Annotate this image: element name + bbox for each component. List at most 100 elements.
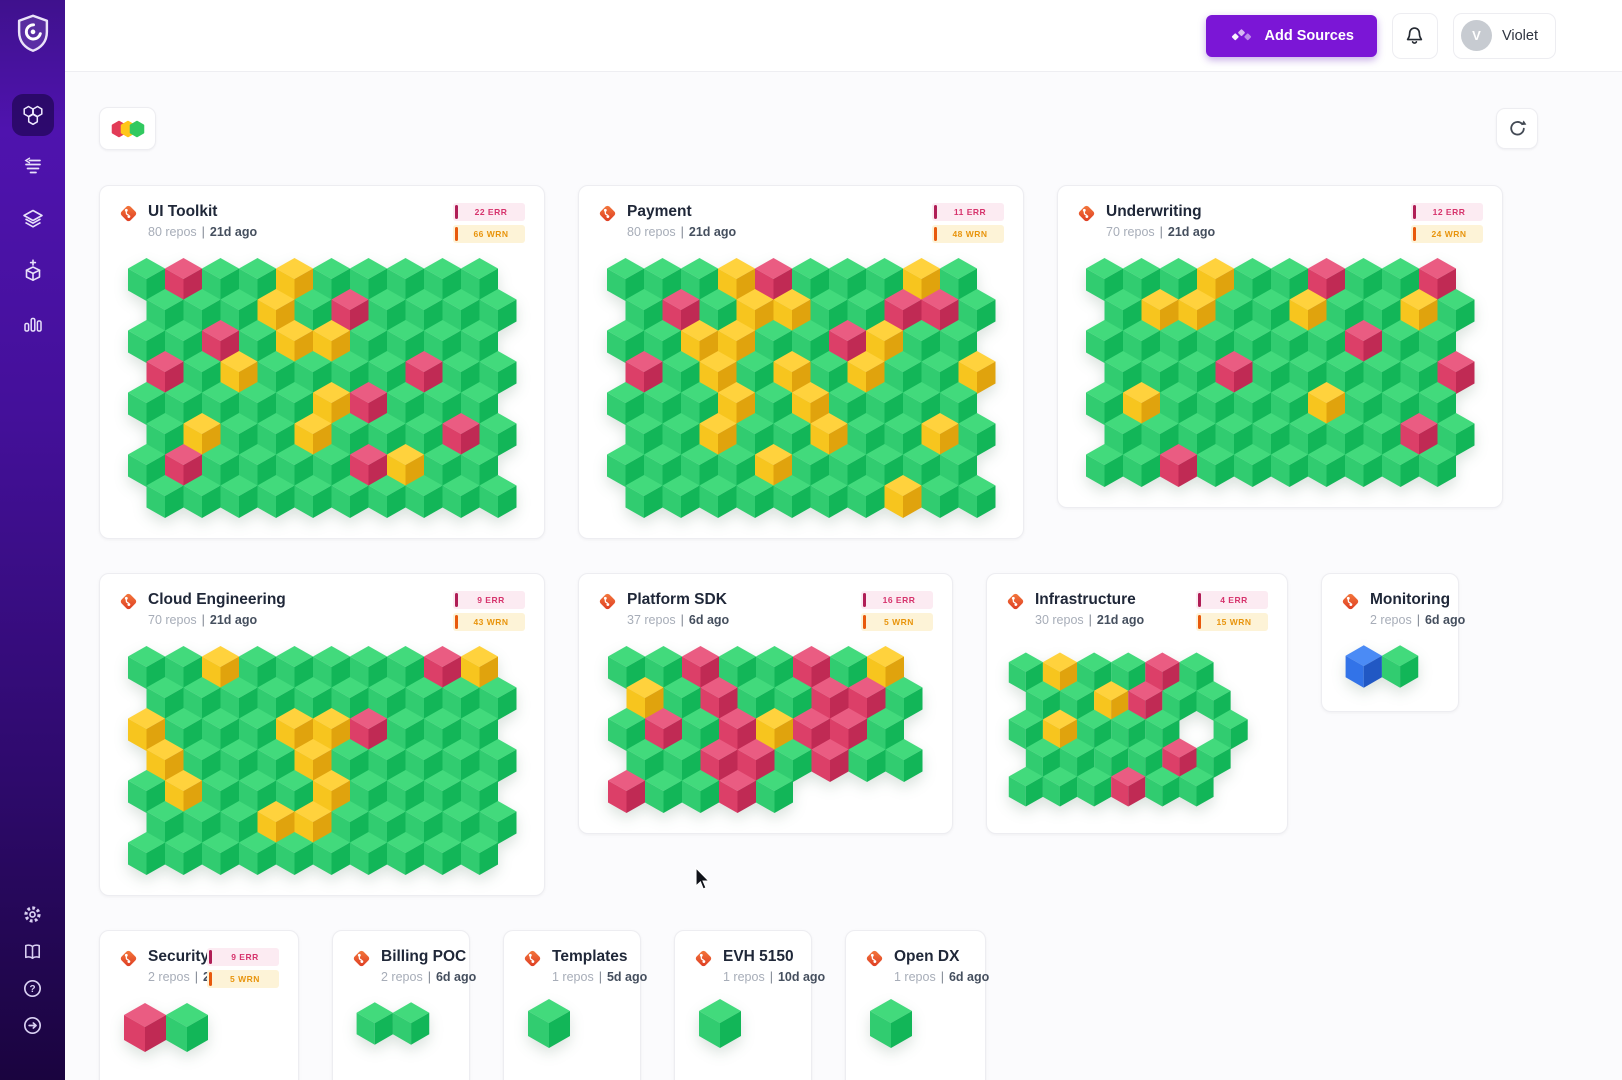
repo-cube[interactable] <box>1178 413 1215 456</box>
repo-cube[interactable] <box>392 1002 430 1045</box>
repo-cube[interactable] <box>1085 258 1123 301</box>
repo-cube[interactable] <box>460 258 498 301</box>
repo-cube[interactable] <box>1196 738 1231 778</box>
repo-cube[interactable] <box>312 832 350 875</box>
repo-cube[interactable] <box>238 646 276 689</box>
sidebar-item-settings[interactable] <box>22 903 44 925</box>
repo-cube[interactable] <box>124 1003 166 1052</box>
repo-cube[interactable] <box>810 413 847 456</box>
repo-cube[interactable] <box>774 739 812 782</box>
repo-cube[interactable] <box>1085 444 1123 487</box>
repo-cube[interactable] <box>773 351 810 394</box>
repo-cube[interactable] <box>460 832 498 875</box>
repo-cube[interactable] <box>275 832 313 875</box>
repo-cube[interactable] <box>1122 444 1160 487</box>
repo-cube[interactable] <box>1145 766 1180 807</box>
repo-cube[interactable] <box>921 475 958 518</box>
repo-cube[interactable] <box>479 475 516 518</box>
repo-cube[interactable] <box>127 832 165 875</box>
repo-cube[interactable] <box>257 475 294 518</box>
repo-cube[interactable] <box>423 646 461 689</box>
repo-cube[interactable] <box>902 444 940 487</box>
repo-cube[interactable] <box>625 475 662 518</box>
repo-cube[interactable] <box>294 739 331 782</box>
repo-cube[interactable] <box>479 413 516 456</box>
repo-cube[interactable] <box>811 739 849 782</box>
repo-cube[interactable] <box>386 258 424 301</box>
repo-cube[interactable] <box>405 413 442 456</box>
repo-cube[interactable] <box>791 444 829 487</box>
repo-cube[interactable] <box>625 413 662 456</box>
repo-cube[interactable] <box>331 801 368 844</box>
repo-cube[interactable] <box>127 382 165 425</box>
repo-cube[interactable] <box>1345 645 1382 688</box>
repo-cube[interactable] <box>312 646 350 689</box>
sidebar-item-logout[interactable] <box>22 1014 44 1036</box>
repo-cube[interactable] <box>606 258 644 301</box>
repo-cube[interactable] <box>127 708 165 751</box>
repo-cube[interactable] <box>164 832 202 875</box>
repo-cube[interactable] <box>294 413 331 456</box>
repo-cube[interactable] <box>127 258 165 301</box>
repo-cube[interactable] <box>682 646 719 689</box>
sidebar-item-add-package[interactable] <box>12 250 54 292</box>
repo-cube[interactable] <box>1381 444 1419 487</box>
repo-cube[interactable] <box>405 289 442 332</box>
repo-cube[interactable] <box>645 770 682 813</box>
project-card[interactable]: Infrastructure 30 repos | 21d ago 4 ERR 15 WR… <box>986 573 1288 834</box>
repo-cube[interactable] <box>1307 444 1345 487</box>
project-card[interactable]: Open DX 1 repos | 6d ago <box>845 930 989 1080</box>
repo-cube[interactable] <box>717 382 755 425</box>
repo-cube[interactable] <box>442 475 479 518</box>
repo-cube[interactable] <box>1196 444 1234 487</box>
sidebar-item-reports[interactable] <box>12 302 54 344</box>
repo-cube[interactable] <box>1270 444 1308 487</box>
repo-cube[interactable] <box>220 475 257 518</box>
repo-cube[interactable] <box>146 475 183 518</box>
repo-cube[interactable] <box>810 475 847 518</box>
project-card[interactable]: Templates 1 repos | 5d ago <box>503 930 647 1080</box>
repo-cube[interactable] <box>1418 258 1456 301</box>
repo-cube[interactable] <box>865 320 903 363</box>
repo-cube[interactable] <box>166 1003 208 1052</box>
repo-cube[interactable] <box>884 475 921 518</box>
user-menu[interactable]: V Violet <box>1452 12 1556 59</box>
app-logo[interactable] <box>13 12 53 54</box>
sidebar-item-layers[interactable] <box>12 198 54 240</box>
repo-cube[interactable] <box>773 475 810 518</box>
notifications-button[interactable] <box>1391 12 1438 59</box>
repo-cube[interactable] <box>386 832 424 875</box>
repo-cube[interactable] <box>201 258 239 301</box>
repo-cube[interactable] <box>791 382 829 425</box>
repo-cube[interactable] <box>1363 413 1400 456</box>
repo-cube[interactable] <box>386 708 424 751</box>
repo-cube[interactable] <box>201 832 239 875</box>
repo-cube[interactable] <box>275 258 313 301</box>
repo-cube[interactable] <box>294 475 331 518</box>
repo-cube[interactable] <box>884 413 921 456</box>
refresh-button[interactable] <box>1496 108 1538 149</box>
add-sources-button[interactable]: Add Sources <box>1205 14 1377 57</box>
repo-cube[interactable] <box>939 382 977 425</box>
repo-cube[interactable] <box>828 258 866 301</box>
project-card[interactable]: UI Toolkit 80 repos | 21d ago 22 ERR 66 WRN <box>99 185 545 539</box>
repo-cube[interactable] <box>405 677 442 720</box>
repo-cube[interactable] <box>699 475 736 518</box>
repo-cube[interactable] <box>828 320 866 363</box>
repo-cube[interactable] <box>442 739 479 782</box>
repo-cube[interactable] <box>183 413 220 456</box>
project-card[interactable]: EVH 5150 1 repos | 10d ago <box>674 930 825 1080</box>
project-card[interactable]: Payment 80 repos | 21d ago 11 ERR 48 WRN <box>578 185 1024 539</box>
repo-cube[interactable] <box>238 444 276 487</box>
sidebar-item-hive[interactable] <box>11 94 54 136</box>
repo-cube[interactable] <box>958 351 995 394</box>
repo-cube[interactable] <box>331 475 368 518</box>
repo-cube[interactable] <box>1437 413 1474 456</box>
repo-cube[interactable] <box>848 739 886 782</box>
repo-cube[interactable] <box>479 801 516 844</box>
repo-cube[interactable] <box>238 832 276 875</box>
repo-cube[interactable] <box>1381 320 1419 363</box>
project-card[interactable]: Cloud Engineering 70 repos | 21d ago 9 ERR 43… <box>99 573 545 896</box>
repo-cube[interactable] <box>1122 382 1160 425</box>
